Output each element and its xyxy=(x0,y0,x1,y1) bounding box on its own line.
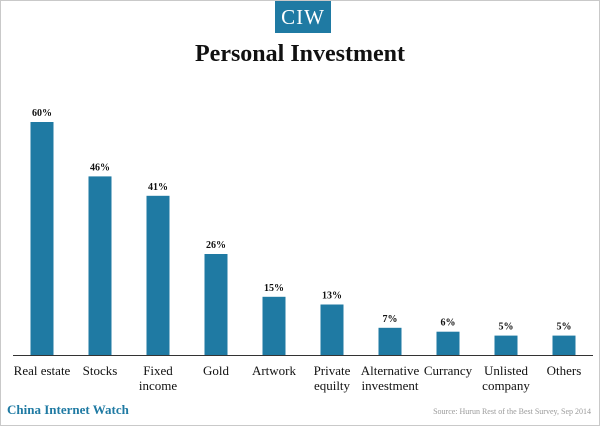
bar-6 xyxy=(378,327,402,355)
bar-2 xyxy=(146,195,170,355)
bar-1 xyxy=(88,176,112,355)
brand-badge: CIW xyxy=(275,1,331,33)
category-label-6: Alternative investment xyxy=(361,363,420,393)
bar-0 xyxy=(30,122,54,355)
category-label-2: Fixed income xyxy=(139,363,177,393)
value-label-1: 46% xyxy=(90,162,110,173)
source-note: Source: Hurun Rest of the Best Survey, S… xyxy=(433,407,591,416)
value-label-5: 13% xyxy=(322,291,342,302)
category-label-0: Real estate xyxy=(14,363,71,378)
category-label-3: Gold xyxy=(203,363,230,378)
value-label-3: 26% xyxy=(206,240,226,251)
value-label-2: 41% xyxy=(148,182,168,193)
footer-brand: China Internet Watch xyxy=(7,402,129,417)
category-label-9: Others xyxy=(547,363,582,378)
value-label-0: 60% xyxy=(32,108,52,119)
category-label-5: Private equilty xyxy=(314,363,351,393)
bar-8 xyxy=(494,335,518,355)
value-label-7: 6% xyxy=(441,318,456,329)
bars-layer xyxy=(30,122,576,356)
value-label-4: 15% xyxy=(264,283,284,294)
bar-3 xyxy=(204,254,228,355)
value-label-6: 7% xyxy=(383,314,398,325)
category-label-1: Stocks xyxy=(83,363,118,378)
chart-title: Personal Investment xyxy=(195,41,405,67)
category-label-8: Unlisted company xyxy=(482,363,530,393)
labels-layer: 60% Real estate 46% Stocks 41% Fixed income 26%… xyxy=(14,108,582,393)
bar-9 xyxy=(552,335,576,355)
bar-5 xyxy=(320,304,344,355)
category-label-7: Currancy xyxy=(424,363,473,378)
bar-4 xyxy=(262,296,286,356)
category-label-4: Artwork xyxy=(252,363,297,378)
value-label-9: 5% xyxy=(557,322,572,333)
bar-7 xyxy=(436,331,460,355)
value-label-8: 5% xyxy=(499,322,514,333)
